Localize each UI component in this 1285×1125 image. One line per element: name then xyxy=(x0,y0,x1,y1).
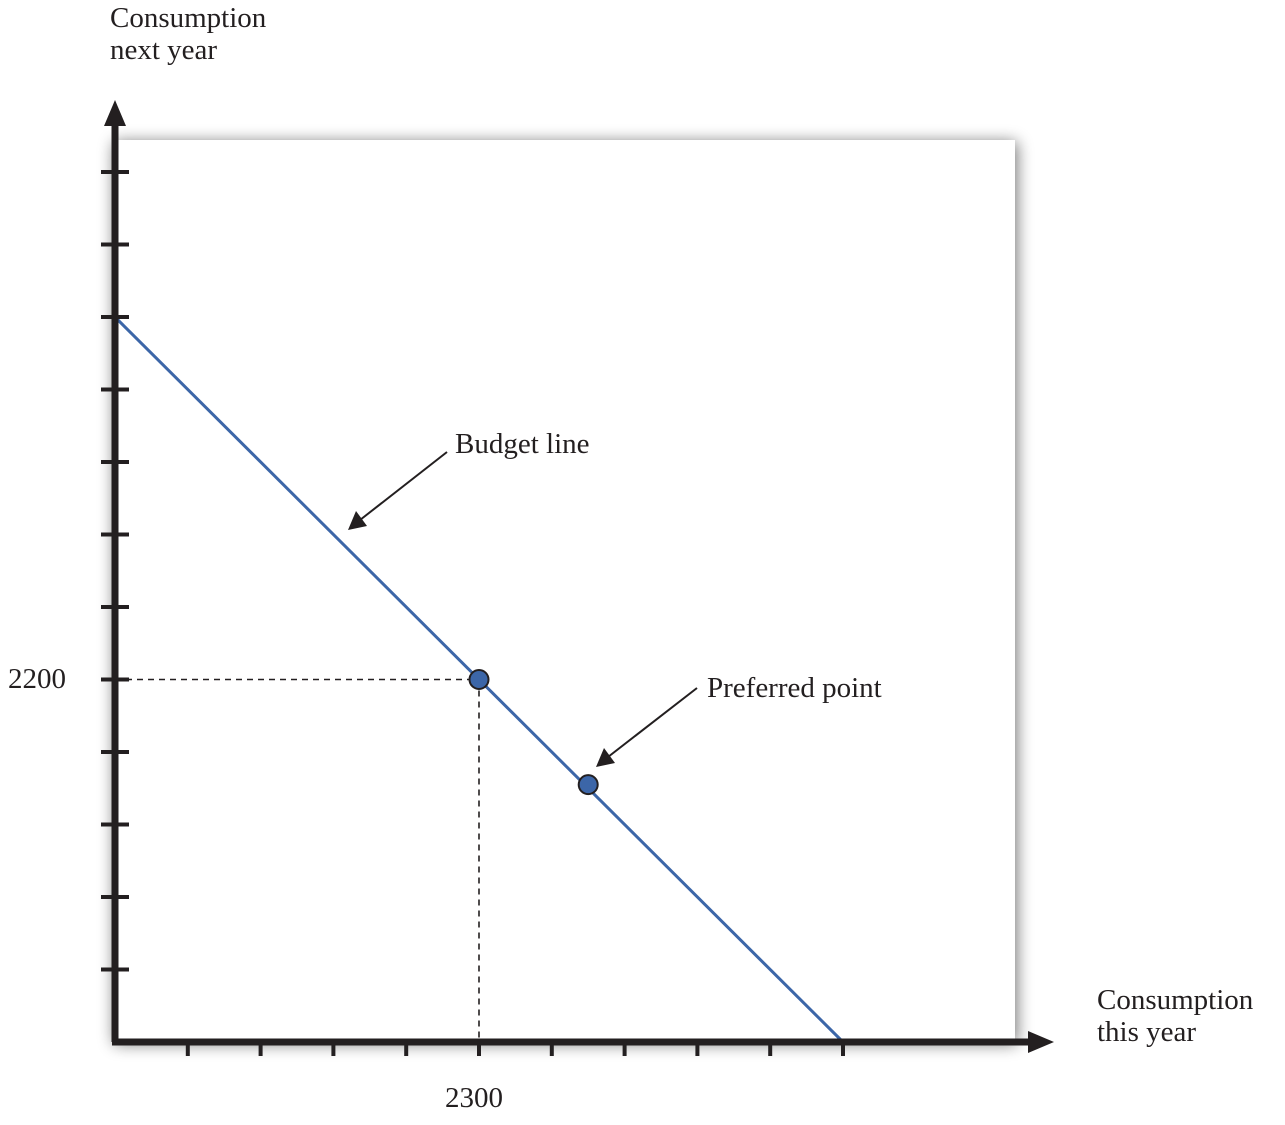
budget-line-arrowhead xyxy=(348,511,367,530)
axes xyxy=(104,100,1054,1053)
data-points xyxy=(468,669,599,796)
preferred-point-arrowhead xyxy=(596,748,615,767)
plot-panel xyxy=(112,140,1015,1042)
preferred-point-arrow xyxy=(607,687,698,758)
x-axis-arrowhead xyxy=(1028,1031,1054,1053)
budget-line-arrow xyxy=(359,451,448,521)
preferred-point-annotation: Preferred point xyxy=(707,672,882,704)
x-axis-title: Consumption this year xyxy=(1097,984,1261,1048)
guide-lines xyxy=(115,678,480,1042)
x-axis-title-line-1: Consumption xyxy=(1097,984,1254,1016)
y-tick-label: 2200 xyxy=(8,663,66,695)
x-tick-label: 2300 xyxy=(445,1082,503,1114)
y-axis-arrowhead xyxy=(104,100,126,126)
annotation-arrows xyxy=(348,451,698,767)
y-axis-title: Consumption next year xyxy=(110,2,274,66)
point-marker xyxy=(468,669,490,690)
y-ticks xyxy=(101,170,129,972)
x-ticks xyxy=(185,1042,845,1056)
budget-line-annotation: Budget line xyxy=(455,428,590,460)
x-axis-title-line-2: this year xyxy=(1097,1016,1196,1048)
y-axis-title-line-1: Consumption xyxy=(110,2,267,34)
preferred-point-marker xyxy=(577,774,599,796)
y-axis-title-line-2: next year xyxy=(110,34,217,66)
